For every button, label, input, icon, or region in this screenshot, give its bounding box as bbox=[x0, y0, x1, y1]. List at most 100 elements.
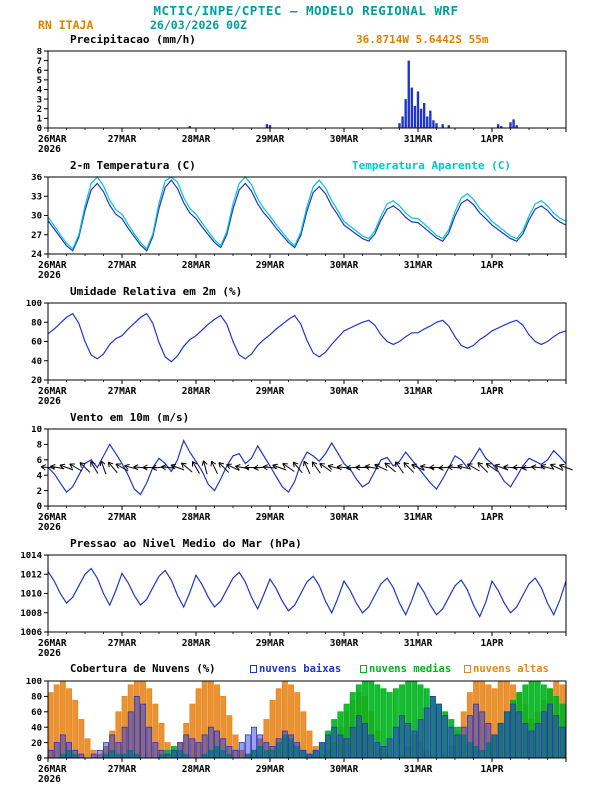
svg-text:1010: 1010 bbox=[20, 590, 42, 600]
svg-text:29MAR: 29MAR bbox=[256, 386, 285, 397]
svg-text:30MAR: 30MAR bbox=[330, 134, 359, 145]
humidity-header: Umidade Relativa em 2m (%) bbox=[0, 284, 612, 300]
report-header: MCTIC/INPE/CPTEC — MODELO REGIONAL WRF R… bbox=[0, 0, 612, 32]
svg-text:27MAR: 27MAR bbox=[108, 512, 137, 523]
svg-text:27: 27 bbox=[31, 231, 42, 241]
svg-text:2026: 2026 bbox=[38, 270, 61, 281]
panel-wind: Vento em 10m (m/s) 0 2 4 6 8 10 26MAR 2026 27MAR… bbox=[0, 410, 612, 536]
svg-text:40: 40 bbox=[31, 723, 42, 733]
svg-text:1: 1 bbox=[37, 115, 42, 125]
svg-text:0: 0 bbox=[37, 502, 42, 512]
svg-text:27MAR: 27MAR bbox=[108, 260, 137, 271]
svg-text:27MAR: 27MAR bbox=[108, 638, 137, 649]
svg-text:80: 80 bbox=[31, 318, 42, 328]
svg-text:4: 4 bbox=[37, 86, 43, 96]
svg-text:2026: 2026 bbox=[38, 774, 61, 785]
svg-text:40: 40 bbox=[31, 357, 42, 367]
report-subheader: RN ITAJA 26/03/2026 00Z bbox=[0, 18, 612, 33]
pressure-title: Pressao ao Nivel Medio do Mar (hPa) bbox=[70, 537, 302, 550]
svg-text:2: 2 bbox=[37, 487, 42, 497]
svg-text:1008: 1008 bbox=[20, 609, 42, 619]
svg-text:26MAR: 26MAR bbox=[38, 512, 67, 523]
svg-text:3: 3 bbox=[37, 95, 42, 105]
svg-text:1012: 1012 bbox=[20, 570, 42, 580]
svg-text:24: 24 bbox=[31, 250, 42, 260]
humidity-title: Umidade Relativa em 2m (%) bbox=[70, 285, 243, 298]
panel-humidity: Umidade Relativa em 2m (%) 20 40 60 80 100 26… bbox=[0, 284, 612, 410]
run-datetime: 26/03/2026 00Z bbox=[150, 18, 247, 32]
panel-cloud-cover: Cobertura de Nuvens (%) nuvens baixas nu… bbox=[0, 662, 612, 788]
precipitation-title: Precipitacao (mm/h) bbox=[70, 33, 196, 46]
svg-text:26MAR: 26MAR bbox=[38, 764, 67, 775]
svg-text:2: 2 bbox=[37, 105, 42, 115]
svg-text:28MAR: 28MAR bbox=[182, 134, 211, 145]
mid-cloud-swatch-icon bbox=[360, 665, 367, 673]
svg-text:20: 20 bbox=[31, 739, 42, 749]
svg-text:27MAR: 27MAR bbox=[108, 764, 137, 775]
svg-text:31MAR: 31MAR bbox=[404, 512, 433, 523]
svg-text:20: 20 bbox=[31, 376, 42, 386]
svg-text:27MAR: 27MAR bbox=[108, 134, 137, 145]
legend-nuvens-baixas-label: nuvens baixas bbox=[259, 663, 342, 675]
svg-text:2026: 2026 bbox=[38, 144, 61, 155]
legend-nuvens-medias-label: nuvens medias bbox=[369, 663, 452, 675]
panel-precipitation: Precipitacao (mm/h) 36.8714W 5.6442S 55m… bbox=[0, 32, 612, 158]
svg-text:28MAR: 28MAR bbox=[182, 638, 211, 649]
apparent-temperature-legend: Temperatura Aparente (C) bbox=[352, 159, 511, 172]
legend-nuvens-medias: nuvens medias bbox=[360, 663, 451, 675]
wind-title: Vento em 10m (m/s) bbox=[70, 411, 190, 424]
svg-text:33: 33 bbox=[31, 192, 42, 202]
svg-text:8: 8 bbox=[37, 48, 42, 57]
svg-text:28MAR: 28MAR bbox=[182, 512, 211, 523]
svg-text:2026: 2026 bbox=[38, 522, 61, 533]
cloud-cover-title: Cobertura de Nuvens (%) bbox=[70, 663, 216, 675]
svg-text:1APR: 1APR bbox=[481, 134, 504, 145]
svg-text:29MAR: 29MAR bbox=[256, 512, 285, 523]
svg-text:31MAR: 31MAR bbox=[404, 764, 433, 775]
panel-pressure: Pressao ao Nivel Medio do Mar (hPa) 1006… bbox=[0, 536, 612, 662]
legend-nuvens-altas: nuvens altas bbox=[464, 663, 549, 675]
svg-text:30MAR: 30MAR bbox=[330, 764, 359, 775]
svg-text:2026: 2026 bbox=[38, 396, 61, 407]
svg-text:1APR: 1APR bbox=[481, 638, 504, 649]
high-cloud-swatch-icon bbox=[464, 665, 471, 673]
temperature-title: 2-m Temperatura (C) bbox=[70, 159, 196, 172]
svg-text:28MAR: 28MAR bbox=[182, 386, 211, 397]
svg-text:100: 100 bbox=[26, 300, 42, 309]
cloud-cover-header: Cobertura de Nuvens (%) nuvens baixas nu… bbox=[0, 662, 612, 678]
svg-text:30MAR: 30MAR bbox=[330, 638, 359, 649]
pressure-header: Pressao ao Nivel Medio do Mar (hPa) bbox=[0, 536, 612, 552]
svg-text:31MAR: 31MAR bbox=[404, 386, 433, 397]
svg-text:4: 4 bbox=[37, 471, 43, 481]
svg-text:60: 60 bbox=[31, 338, 42, 348]
svg-text:1APR: 1APR bbox=[481, 260, 504, 271]
wind-header: Vento em 10m (m/s) bbox=[0, 410, 612, 426]
svg-text:6: 6 bbox=[37, 456, 42, 466]
svg-text:31MAR: 31MAR bbox=[404, 260, 433, 271]
svg-text:80: 80 bbox=[31, 693, 42, 703]
svg-text:26MAR: 26MAR bbox=[38, 134, 67, 145]
svg-text:1014: 1014 bbox=[20, 552, 42, 561]
svg-text:30MAR: 30MAR bbox=[330, 512, 359, 523]
svg-text:31MAR: 31MAR bbox=[404, 134, 433, 145]
svg-text:29MAR: 29MAR bbox=[256, 764, 285, 775]
panel-temperature: 2-m Temperatura (C) Temperatura Aparente… bbox=[0, 158, 612, 284]
svg-text:7: 7 bbox=[37, 57, 42, 67]
svg-text:26MAR: 26MAR bbox=[38, 638, 67, 649]
svg-text:60: 60 bbox=[31, 708, 42, 718]
svg-text:10: 10 bbox=[31, 426, 42, 435]
svg-text:27MAR: 27MAR bbox=[108, 386, 137, 397]
station-coordinates: 36.8714W 5.6442S 55m bbox=[356, 33, 489, 46]
svg-text:2026: 2026 bbox=[38, 648, 61, 659]
precipitation-header: Precipitacao (mm/h) 36.8714W 5.6442S 55m bbox=[0, 32, 612, 48]
svg-text:6: 6 bbox=[37, 66, 42, 76]
svg-text:1006: 1006 bbox=[20, 628, 42, 638]
svg-text:29MAR: 29MAR bbox=[256, 638, 285, 649]
